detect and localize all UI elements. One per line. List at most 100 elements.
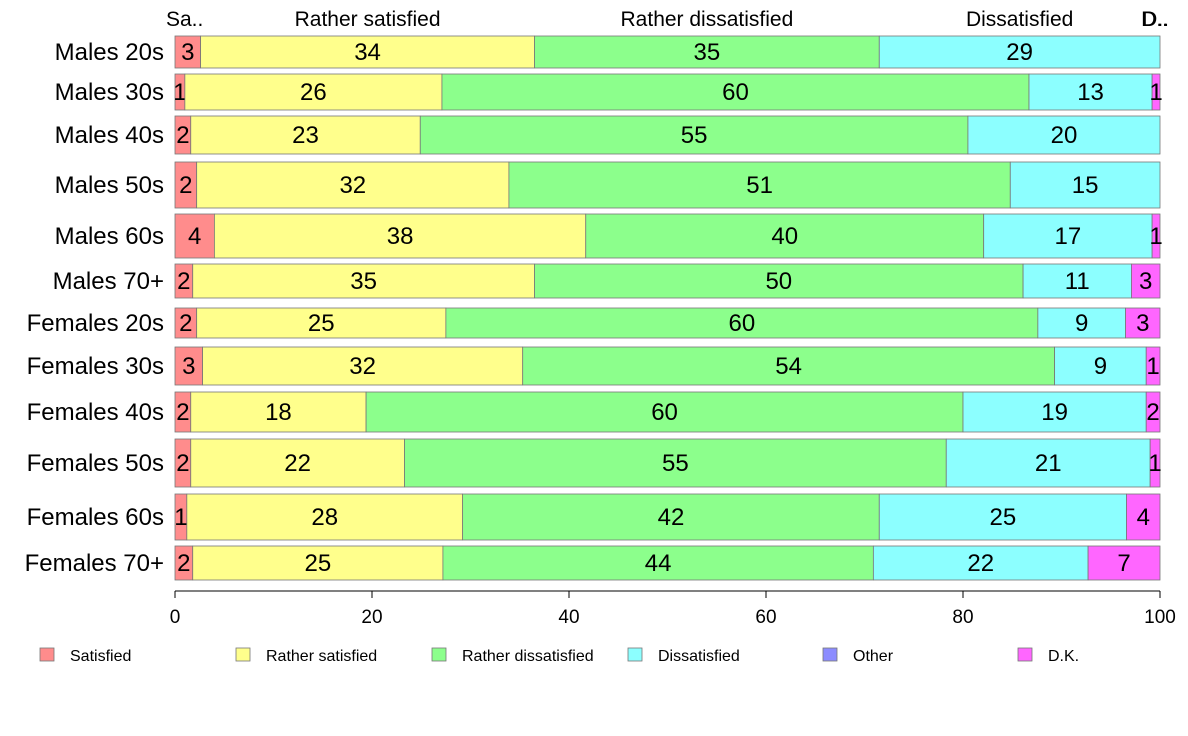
data-label-males-70-d-k: 3 — [1139, 268, 1152, 295]
bar-males-30s-rather-satisfied — [184, 73, 443, 111]
bar-females-70-d-k — [1087, 545, 1161, 581]
data-label-males-60s-satisfied: 4 — [188, 223, 201, 250]
bar-males-60s-d-k — [1151, 213, 1161, 259]
data-label-males-30s-dissatisfied: 13 — [1077, 79, 1104, 106]
bar-females-30s-d-k — [1145, 346, 1161, 386]
data-label-females-20s-d-k: 3 — [1136, 310, 1149, 337]
top-label-d-k: D.. — [1142, 8, 1169, 31]
data-label-males-70-satisfied: 2 — [177, 268, 190, 295]
bar-females-40s-rather-dissatisfied — [365, 391, 964, 433]
category-label: Females 70+ — [25, 550, 164, 577]
category-label: Females 40s — [27, 399, 164, 426]
data-label-males-30s-rather-satisfied: 26 — [300, 79, 327, 106]
data-label-males-70-dissatisfied: 11 — [1065, 268, 1090, 295]
x-tick-label: 100 — [1144, 607, 1176, 628]
data-label-males-50s-dissatisfied: 15 — [1072, 172, 1099, 199]
data-label-females-70-rather-dissatisfied: 44 — [645, 550, 672, 577]
bar-males-30s-rather-dissatisfied — [441, 73, 1030, 111]
top-label-dissatisfied: Dissatisfied — [966, 8, 1073, 31]
data-label-females-60s-dissatisfied: 25 — [990, 504, 1017, 531]
data-label-females-70-satisfied: 2 — [177, 550, 190, 577]
legend-swatch-other — [822, 647, 838, 662]
bar-males-70-rather-satisfied — [192, 263, 535, 299]
data-label-males-60s-d-k: 1 — [1149, 223, 1162, 250]
data-label-females-30s-dissatisfied: 9 — [1094, 353, 1107, 380]
bar-males-20s-dissatisfied — [878, 35, 1161, 69]
data-label-males-20s-dissatisfied: 29 — [1006, 39, 1033, 66]
bar-males-70-d-k — [1131, 263, 1161, 299]
data-label-females-30s-d-k: 1 — [1146, 353, 1159, 380]
data-label-males-70-rather-dissatisfied: 50 — [765, 268, 792, 295]
data-label-females-20s-rather-satisfied: 25 — [308, 310, 335, 337]
data-label-females-70-dissatisfied: 22 — [967, 550, 994, 577]
data-label-males-40s-rather-satisfied: 23 — [292, 122, 319, 149]
bar-females-60s-rather-dissatisfied — [462, 493, 880, 541]
bar-females-50s-rather-satisfied — [190, 438, 405, 488]
category-label: Females 30s — [27, 353, 164, 380]
bars-group: 3 34 35 291 26 60 13 12 23 55 202 32 51 154 38 40 17 12 35… — [173, 35, 1163, 581]
legend-label-rather-dissatisfied: Rather dissatisfied — [462, 648, 594, 665]
category-label: Males 40s — [55, 122, 164, 149]
bar-females-50s-rather-dissatisfied — [404, 438, 947, 488]
bar-males-30s-dissatisfied — [1028, 73, 1153, 111]
bar-females-70-dissatisfied — [872, 545, 1089, 581]
data-label-females-30s-rather-dissatisfied: 54 — [775, 353, 802, 380]
bar-males-70-rather-dissatisfied — [534, 263, 1024, 299]
category-label: Males 60s — [55, 223, 164, 250]
legend-swatch-satisfied — [39, 647, 55, 662]
category-labels-group: Males 20s Males 30s Males 40s Males 50s Male… — [25, 39, 164, 577]
bar-females-70-rather-satisfied — [192, 545, 444, 581]
data-label-females-50s-d-k: 1 — [1148, 450, 1161, 477]
data-label-males-40s-rather-dissatisfied: 55 — [681, 122, 708, 149]
data-label-females-50s-satisfied: 2 — [176, 450, 189, 477]
data-label-males-70-rather-satisfied: 35 — [350, 268, 377, 295]
x-tick-label: 40 — [558, 607, 579, 628]
data-label-males-20s-satisfied: 3 — [181, 39, 194, 66]
data-label-females-30s-satisfied: 3 — [182, 353, 195, 380]
data-label-females-20s-dissatisfied: 9 — [1075, 310, 1088, 337]
bar-females-40s-rather-satisfied — [190, 391, 367, 433]
x-tick-label: 60 — [755, 607, 776, 628]
bar-males-20s-rather-satisfied — [200, 35, 535, 69]
legend-swatch-rather-satisfied — [235, 647, 251, 662]
data-label-females-40s-rather-satisfied: 18 — [265, 399, 292, 426]
data-label-males-50s-rather-satisfied: 32 — [339, 172, 366, 199]
category-label: Females 60s — [27, 504, 164, 531]
data-label-males-50s-rather-dissatisfied: 51 — [746, 172, 773, 199]
bar-males-60s-dissatisfied — [983, 213, 1153, 259]
bar-females-30s-satisfied — [174, 346, 203, 386]
data-label-females-60s-d-k: 4 — [1137, 504, 1150, 531]
bar-females-30s-dissatisfied — [1054, 346, 1147, 386]
legend-label-d-k: D.K. — [1048, 648, 1079, 665]
data-label-males-60s-rather-satisfied: 38 — [387, 223, 414, 250]
data-label-females-50s-rather-dissatisfied: 55 — [662, 450, 689, 477]
top-label-satisfied: Sa.. — [166, 8, 203, 31]
category-label: Females 20s — [27, 310, 164, 337]
bar-males-50s-dissatisfied — [1009, 161, 1161, 209]
data-label-males-30s-satisfied: 1 — [173, 79, 186, 106]
data-label-females-40s-dissatisfied: 19 — [1041, 399, 1068, 426]
data-label-females-70-d-k: 7 — [1117, 550, 1130, 577]
bar-females-60s-rather-satisfied — [186, 493, 464, 541]
bar-females-20s-d-k — [1125, 307, 1161, 339]
bar-males-40s-rather-satisfied — [190, 115, 421, 155]
bar-males-60s-rather-dissatisfied — [585, 213, 985, 259]
data-label-males-30s-rather-dissatisfied: 60 — [722, 79, 749, 106]
category-label: Females 50s — [27, 450, 164, 477]
legend-label-satisfied: Satisfied — [70, 648, 131, 665]
legend-swatch-d-k — [1017, 647, 1033, 662]
data-label-females-40s-rather-dissatisfied: 60 — [651, 399, 678, 426]
x-tick-label: 0 — [170, 607, 181, 628]
data-label-females-50s-dissatisfied: 21 — [1035, 450, 1062, 477]
legend-label-dissatisfied: Dissatisfied — [658, 648, 740, 665]
x-tick-label: 80 — [952, 607, 973, 628]
data-label-females-20s-satisfied: 2 — [179, 310, 192, 337]
data-label-males-20s-rather-satisfied: 34 — [354, 39, 381, 66]
top-label-rather-satisfied: Rather satisfied — [295, 8, 441, 31]
legend-swatch-dissatisfied — [627, 647, 643, 662]
data-label-males-60s-dissatisfied: 17 — [1055, 223, 1082, 250]
data-label-males-30s-d-k: 1 — [1149, 79, 1162, 106]
data-label-males-20s-rather-dissatisfied: 35 — [694, 39, 721, 66]
category-label: Males 20s — [55, 39, 164, 66]
